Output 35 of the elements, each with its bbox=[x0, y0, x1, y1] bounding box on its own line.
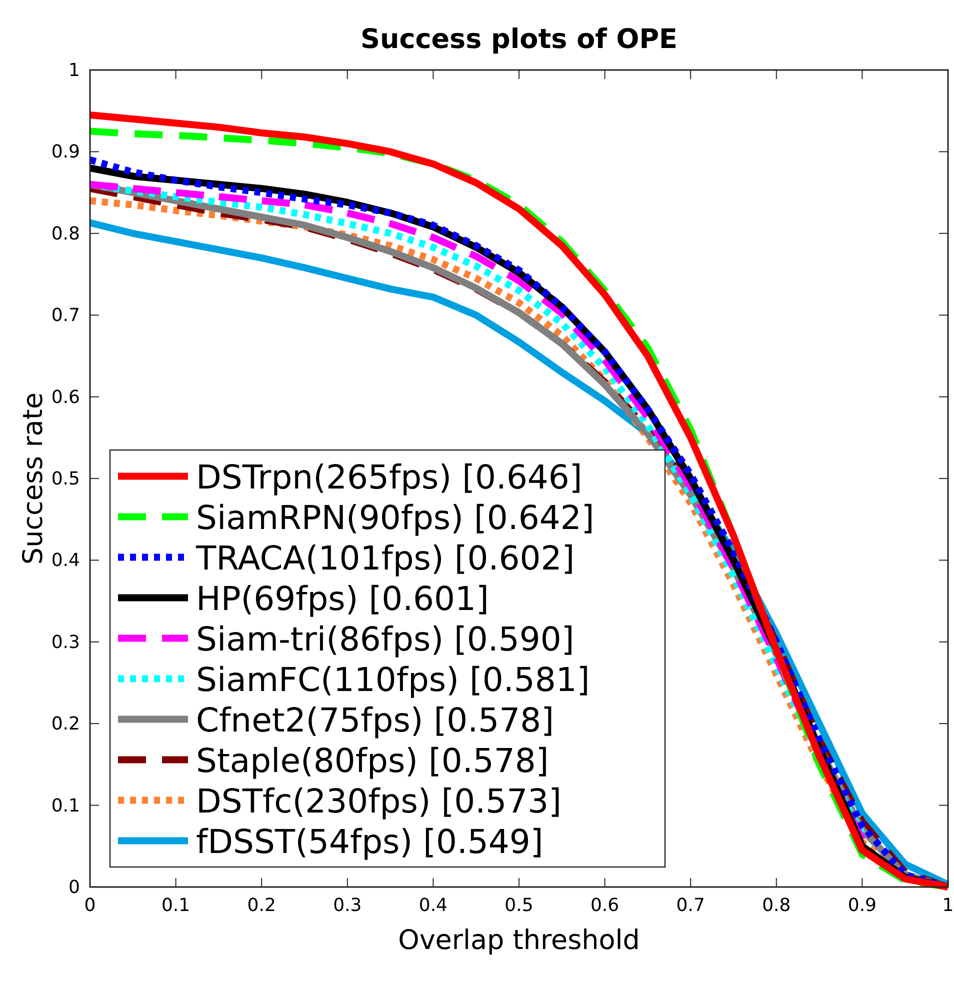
y-tick-label: 0.6 bbox=[51, 386, 80, 408]
x-tick-label: 0.5 bbox=[504, 895, 534, 916]
x-tick-label: 0.3 bbox=[333, 895, 362, 916]
legend-label: SiamRPN(90fps) [0.642] bbox=[196, 498, 594, 537]
x-tick-label: 0.7 bbox=[676, 895, 705, 916]
chart-title: Success plots of OPE bbox=[360, 24, 678, 55]
y-tick-label: 1 bbox=[68, 60, 80, 81]
x-tick-label: 1 bbox=[942, 895, 954, 916]
legend-label: Cfnet2(75fps) [0.578] bbox=[196, 700, 554, 740]
y-tick-label: 0.7 bbox=[51, 305, 80, 326]
x-tick-label: 0.4 bbox=[418, 895, 448, 916]
y-tick-label: 0.4 bbox=[51, 550, 80, 572]
legend-label: fDSST(54fps) [0.549] bbox=[196, 822, 544, 861]
legend-label: Staple(80fps) [0.578] bbox=[196, 740, 549, 780]
x-tick-label: 0.1 bbox=[161, 895, 190, 916]
x-tick-label: 0.6 bbox=[590, 895, 620, 916]
legend-label: TRACA(101fps) [0.602] bbox=[195, 538, 575, 578]
y-tick-label: 0.1 bbox=[51, 795, 80, 816]
legend-label: DSTfc(230fps) [0.573] bbox=[196, 781, 562, 820]
y-tick-label: 0.5 bbox=[51, 468, 80, 490]
x-tick-label: 0.9 bbox=[848, 895, 877, 916]
y-tick-label: 0.2 bbox=[51, 714, 80, 735]
legend-label: SiamFC(110fps) [0.581] bbox=[196, 660, 590, 699]
legend-label: DSTrpn(265fps) [0.646] bbox=[196, 457, 582, 496]
x-tick-label: 0 bbox=[84, 895, 96, 916]
x-tick-label: 0.8 bbox=[762, 895, 791, 916]
y-tick-label: 0 bbox=[68, 877, 80, 898]
legend-label: HP(69fps) [0.601] bbox=[196, 578, 489, 618]
x-axis-title: Overlap threshold bbox=[398, 925, 640, 956]
y-tick-label: 0.8 bbox=[51, 223, 80, 244]
x-tick-label: 0.2 bbox=[247, 895, 276, 916]
y-tick-label: 0.3 bbox=[51, 632, 80, 653]
y-axis-title: Success rate bbox=[18, 392, 49, 565]
legend-label: Siam-tri(86fps) [0.590] bbox=[196, 619, 574, 658]
y-tick-label: 0.9 bbox=[51, 142, 80, 163]
